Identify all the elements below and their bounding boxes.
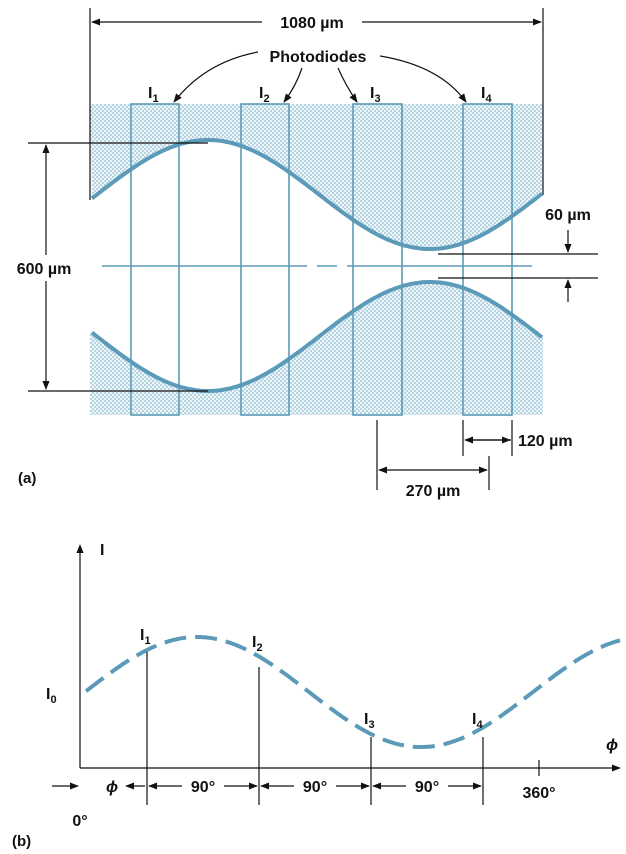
photodiode-3-label: I3 (370, 85, 381, 105)
sample-1-label: I1 (140, 627, 151, 647)
phase-offset-dimension: ϕ (52, 779, 145, 796)
interval-2-label: 90° (303, 779, 327, 796)
end-tick-label: 360° (522, 785, 555, 802)
response-curve (84, 635, 621, 749)
sample-2-label: I2 (252, 634, 263, 654)
lower-stippled-region (90, 282, 543, 415)
interval-1: 90° (148, 779, 258, 796)
pitch-dimension: 270 µm (376, 420, 490, 500)
lower-sine-edge (90, 280, 544, 393)
photodiodes-label: Photodiodes (270, 49, 367, 66)
x-axis-label: ϕ (606, 737, 618, 754)
panel-a-label: (a) (18, 470, 36, 487)
photodiode-rects (130, 103, 513, 416)
photodiode-1 (130, 103, 180, 416)
width-dimension-label: 1080 µm (280, 15, 343, 32)
interval-3-label: 90° (415, 779, 439, 796)
photodiode-1-label: I1 (148, 85, 159, 105)
sample-3-label: I3 (364, 711, 375, 731)
y-axis-label: I (100, 542, 104, 559)
origin-label: 0° (72, 813, 87, 830)
photodiode-3 (352, 103, 403, 416)
diode-width-dimension: 120 µm (462, 420, 573, 456)
diode-width-label: 120 µm (518, 433, 573, 450)
pitch-dimension-label: 270 µm (406, 483, 461, 500)
phase-offset-label: ϕ (106, 779, 118, 796)
photodiode-pointer-arrows (173, 51, 467, 103)
upper-sine-edge (90, 138, 544, 251)
photodiode-4-label: I4 (481, 85, 492, 105)
upper-stippled-region (90, 104, 543, 249)
sample-4-label: I4 (472, 711, 483, 731)
gap-dimension: 60 µm (438, 207, 598, 302)
gap-dimension-label: 60 µm (545, 207, 591, 224)
panel-b: I ϕ I0 I1 I2 I3 I4 360° ϕ 9 (12, 542, 621, 850)
interval-2: 90° (260, 779, 370, 796)
width-dimension: 1080 µm (89, 8, 544, 200)
interval-3: 90° (372, 779, 482, 796)
photodiode-2-label: I2 (259, 85, 270, 105)
baseline-label: I0 (46, 686, 57, 706)
sample-lines (146, 652, 484, 805)
interval-1-label: 90° (191, 779, 215, 796)
photodiode-2 (240, 103, 290, 416)
panel-a: 1080 µm Photodiodes I1 I2 I3 I4 (17, 8, 598, 500)
height-dimension-label: 600 µm (17, 261, 72, 278)
height-dimension: 600 µm (17, 142, 208, 392)
panel-b-label: (b) (12, 833, 31, 850)
photodiode-4 (462, 103, 513, 416)
